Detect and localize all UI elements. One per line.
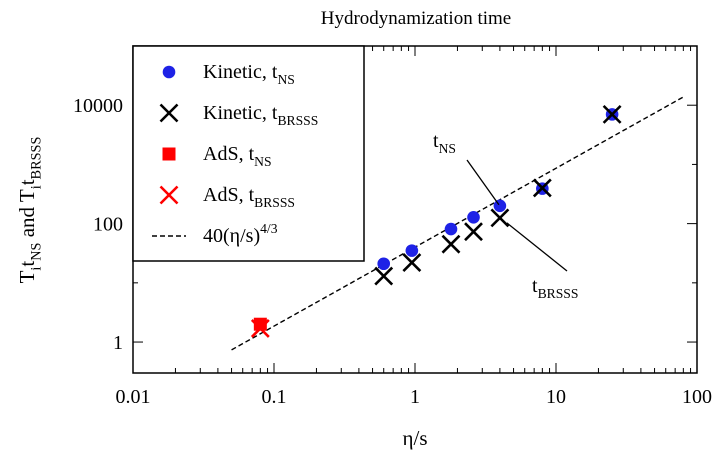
annotation-leader-ns [466,159,500,206]
series-1-point-3-stroke-b [464,222,483,242]
annotation-brsss-part-1: BRSSS [538,286,579,301]
legend-marker-3-stroke-b [159,185,179,205]
series-1-point-2 [441,234,461,254]
series-2-point-0 [253,317,267,331]
legend-label-4-part-1: 4/3 [260,221,278,236]
legend-label-3-part-0: AdS, t [203,184,255,206]
annotation-ns: tNS [433,130,456,156]
annotation-leader-brsss [506,222,568,272]
series-0-point-0 [377,257,391,271]
legend-label-1-part-1: BRSSS [277,113,318,128]
y-tick-label: 10000 [73,95,123,117]
series-1-point-2-stroke-b [441,234,461,254]
x-tick-label: 0.01 [116,386,151,408]
series-1-point-1-stroke-b [402,253,422,272]
annotation-brsss-part-0: t [532,275,538,297]
series-1-point-6-stroke-b [602,104,622,124]
legend-label-3: AdS, tBRSSS [203,184,295,210]
x-tick-label: 100 [682,386,712,408]
legend-label-0-part-0: Kinetic, t [203,61,278,83]
legend-marker-3 [159,185,179,205]
legend-marker-2 [162,147,176,161]
series-1-point-6 [602,104,622,124]
series-1-point-4 [490,208,510,228]
series-1-point-1 [402,253,422,272]
legend-label-3-part-1: BRSSS [254,195,295,210]
y-axis-label-part-6: t [15,179,39,185]
legend-label-4-part-0: 40(η/s) [203,225,260,247]
annotation-ns-part-0: t [433,130,439,152]
plot-area [231,96,684,351]
y-axis-label-part-3: NS [28,242,44,260]
y-tick-label: 1 [113,332,123,354]
series-1-point-4-stroke-b [490,208,510,228]
legend-label-1: Kinetic, tBRSSS [203,102,318,128]
legend-label-1-part-0: Kinetic, t [203,102,278,124]
series-3-point-0 [250,318,270,338]
series-1-point-0-stroke-b [374,266,394,286]
series-1-point-5 [532,178,552,198]
x-tick-label: 10 [546,386,566,408]
y-axis-label-part-4: and T [15,189,39,242]
series-0-point-2 [444,222,458,236]
series-1-point-5-stroke-b [532,178,552,198]
y-axis-label: TitNS and TitBRSSS [15,137,44,284]
x-axis-label: η/s [403,426,428,450]
y-tick-label: 100 [93,214,123,236]
series-0-point-4 [493,199,507,213]
series-1-point-3 [464,222,483,242]
legend-marker-1 [159,103,179,123]
series-0-point-3 [467,210,480,224]
legend-label-2-part-1: NS [254,154,271,169]
y-axis-label-part-5: i [28,185,44,189]
chart-title: Hydrodynamization time [321,8,511,29]
y-axis-label-part-2: t [15,261,39,267]
x-tick-label: 0.1 [262,386,287,408]
axes: 0.01 0.1 1 10 100 1 100 10000 [73,45,712,408]
x-tick-label: 1 [410,386,420,408]
legend-label-4: 40(η/s)4/3 [203,221,278,247]
y-axis-label-part-7: BRSSS [28,137,44,180]
legend-label-0: Kinetic, tNS [203,61,295,87]
legend-label-0-part-1: NS [277,72,294,87]
series-1-point-0 [374,266,394,286]
annotation-ns-part-1: NS [439,141,456,156]
legend-marker-0 [162,65,176,79]
fit-line [231,96,684,351]
y-axis-label-part-0: T [15,270,39,283]
legend-label-2: AdS, tNS [203,143,272,169]
annotation-brsss: tBRSSS [532,275,578,301]
y-axis-label-part-1: i [28,267,44,271]
series-3-point-0-stroke-b [250,318,270,338]
legend-label-2-part-0: AdS, t [203,143,255,165]
legend-marker-1-stroke-b [159,103,179,123]
series-0-point-1 [405,244,419,257]
